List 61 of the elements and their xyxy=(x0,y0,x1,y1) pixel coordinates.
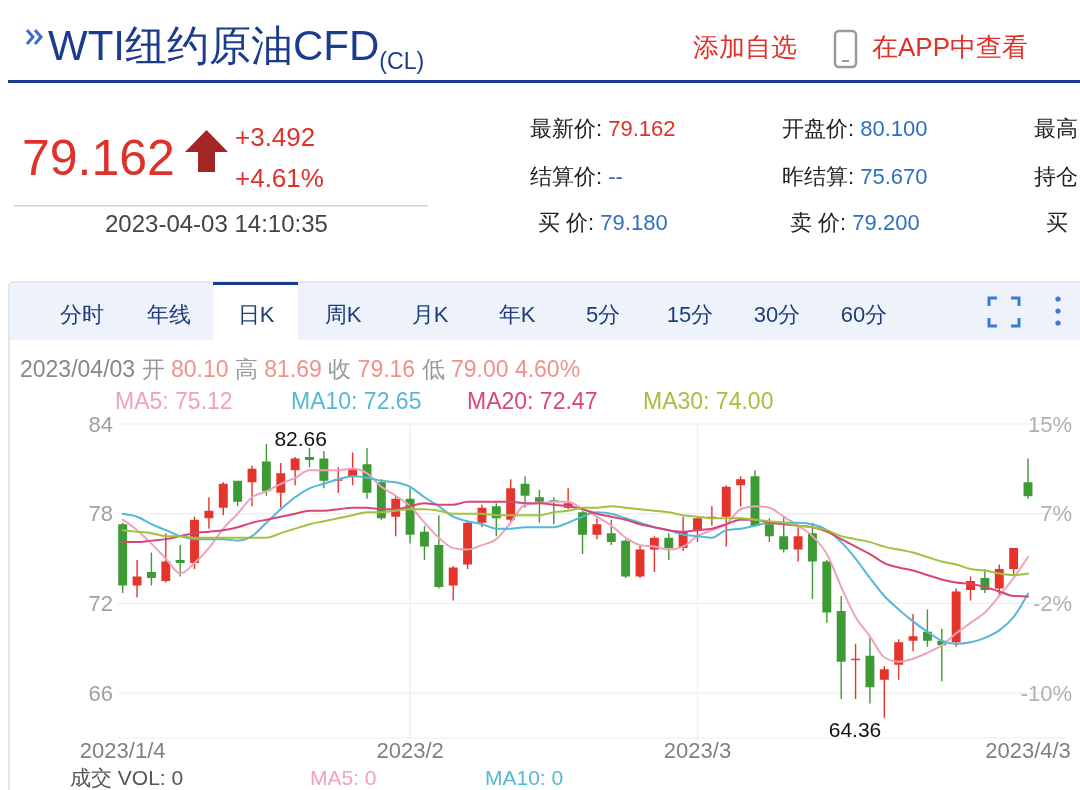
y2-tick-label: 15% xyxy=(1027,411,1072,437)
x-tick-label: 2023/1/4 xyxy=(79,738,166,763)
candlestick xyxy=(520,476,530,508)
candlestick xyxy=(865,637,875,704)
text: WTI纽约原油CFD$_{(CL)}$ xyxy=(48,22,425,74)
candlestick xyxy=(793,527,803,562)
candlestick xyxy=(592,518,602,540)
y2-tick-label: -2% xyxy=(1032,591,1072,617)
text: +3.492 xyxy=(235,122,316,152)
text: 开盘价: 80.100 xyxy=(782,116,928,141)
candlestick xyxy=(434,515,444,589)
x-tick-label: 2023/4/3 xyxy=(985,738,1071,763)
y2-tick-label: 7% xyxy=(1040,501,1072,527)
text: 结算价: -- xyxy=(530,164,623,189)
y-tick-label: 72 xyxy=(88,591,113,617)
text: 日K xyxy=(237,302,275,327)
text: 买 xyxy=(1046,210,1068,235)
text: 周K xyxy=(324,302,362,327)
text: MA10: 72.65 xyxy=(291,388,422,414)
candlestick xyxy=(908,613,918,652)
text: +4.61% xyxy=(235,163,324,193)
text: 昨结算: 75.670 xyxy=(782,164,928,189)
x-tick-label: 2023/2 xyxy=(376,738,444,763)
text: 添加自选 xyxy=(693,32,797,62)
candlestick xyxy=(290,456,300,486)
annotation: 64.36 xyxy=(828,717,882,741)
text: 15分 xyxy=(666,302,714,327)
text: 成交 VOL: 0 xyxy=(70,766,184,789)
y-tick-label: 66 xyxy=(88,680,113,706)
candlestick xyxy=(175,545,185,577)
text: 年线 xyxy=(147,302,191,327)
text: MA5: 0 xyxy=(310,766,377,789)
text: 在APP中查看 xyxy=(872,32,1029,62)
line-series xyxy=(121,505,1030,577)
candlestick xyxy=(132,560,142,598)
text: 30分 xyxy=(753,302,801,327)
annotation: 82.66 xyxy=(274,427,327,451)
text: 买 价: 79.180 xyxy=(538,210,668,235)
candlestick xyxy=(1023,458,1033,499)
text: 60分 xyxy=(840,302,888,327)
text: 年K xyxy=(498,302,536,327)
text: 2023/04/03 开 80.10 高 81.69 收 79.16 低 79.00 4.60% xyxy=(20,356,581,382)
text: 最高 xyxy=(1034,116,1078,141)
text: 月K xyxy=(411,302,449,327)
y-tick-label: 78 xyxy=(88,501,113,527)
text: 卖 价: 79.200 xyxy=(790,210,920,235)
text: 79.162 xyxy=(22,130,175,186)
text: MA5: 75.12 xyxy=(115,388,233,414)
y2-tick-label: -10% xyxy=(1020,680,1072,706)
text: MA20: 72.47 xyxy=(467,388,598,414)
text: MA30: 74.00 xyxy=(643,388,774,414)
x-tick-label: 2023/3 xyxy=(663,738,732,763)
text: 分时 xyxy=(60,302,104,327)
text: 5分 xyxy=(585,302,621,327)
text: MA10: 0 xyxy=(485,766,564,789)
y-tick-label: 84 xyxy=(88,411,113,437)
text: 最新价: 79.162 xyxy=(530,116,676,141)
text: 持仓 xyxy=(1034,164,1078,189)
text: 2023-04-03 14:10:35 xyxy=(105,210,328,237)
candlestick xyxy=(204,497,214,529)
line-series xyxy=(121,500,1030,598)
